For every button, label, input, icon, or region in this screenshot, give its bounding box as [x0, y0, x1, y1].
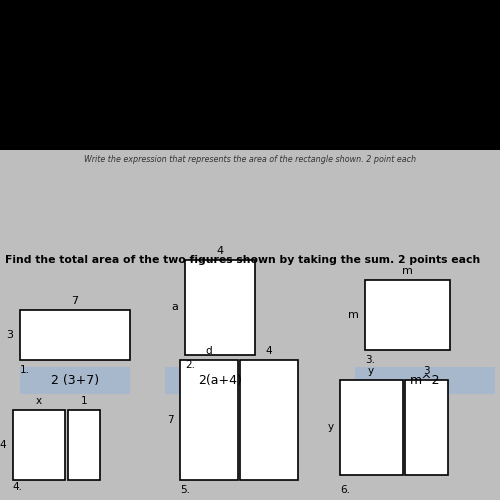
Bar — [20, 310, 130, 360]
Text: 3: 3 — [423, 366, 430, 376]
Bar — [405, 380, 448, 475]
Text: 4: 4 — [216, 246, 224, 256]
Text: 1.: 1. — [20, 365, 30, 375]
Text: a: a — [172, 302, 178, 312]
Text: 7: 7 — [72, 296, 78, 306]
Text: y: y — [368, 366, 374, 376]
Text: 4.: 4. — [12, 482, 22, 492]
Text: 3.: 3. — [365, 355, 375, 365]
Text: d: d — [206, 346, 212, 356]
Bar — [20, 366, 130, 394]
Text: x: x — [36, 396, 42, 406]
Bar — [68, 410, 100, 480]
Bar — [185, 260, 255, 355]
Bar — [240, 360, 298, 480]
Text: 2.: 2. — [185, 360, 195, 370]
Bar — [340, 380, 402, 475]
Text: Write the expression that represents the area of the rectangle shown. 2 point ea: Write the expression that represents the… — [84, 155, 416, 164]
Bar — [180, 360, 238, 480]
Bar — [12, 410, 65, 480]
Text: m: m — [348, 310, 358, 320]
Bar — [365, 280, 450, 350]
Text: 2(a+4): 2(a+4) — [198, 374, 242, 387]
Text: m: m — [402, 266, 413, 276]
Text: m^2: m^2 — [410, 374, 440, 387]
Text: 4: 4 — [266, 346, 272, 356]
Text: 7: 7 — [167, 415, 173, 425]
Text: 4: 4 — [0, 440, 6, 450]
Text: 3: 3 — [6, 330, 14, 340]
Bar — [165, 366, 275, 394]
Bar — [355, 366, 495, 394]
Text: 1: 1 — [80, 396, 87, 406]
Text: Find the total area of the two figures shown by taking the sum. 2 points each: Find the total area of the two figures s… — [5, 255, 480, 265]
Text: 2 (3+7): 2 (3+7) — [51, 374, 99, 387]
Bar — [0, 0, 500, 150]
Text: 6.: 6. — [340, 485, 350, 495]
Text: 5.: 5. — [180, 485, 190, 495]
Text: y: y — [328, 422, 334, 432]
